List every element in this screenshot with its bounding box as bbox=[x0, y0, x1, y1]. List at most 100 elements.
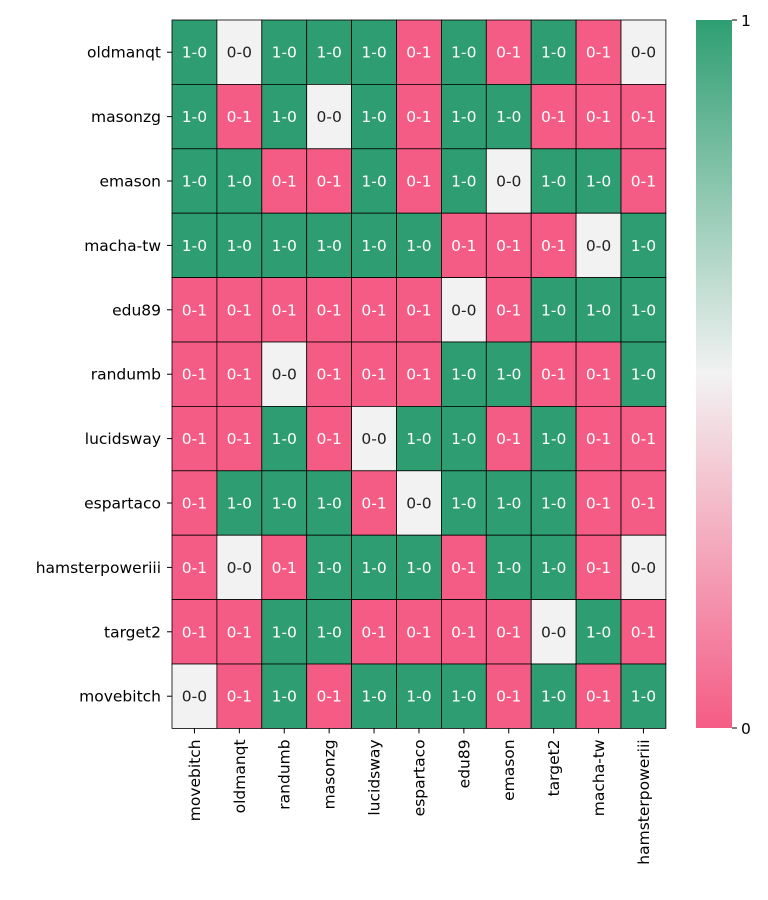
cell-annotation: 1-0 bbox=[541, 301, 566, 319]
heatmap-cell bbox=[261, 148, 308, 214]
cell-annotation: 0-0 bbox=[451, 301, 476, 319]
heatmap-cell bbox=[261, 534, 308, 601]
heatmap-cell bbox=[440, 534, 487, 601]
heatmap-cell bbox=[261, 277, 308, 343]
heatmap-cell bbox=[440, 148, 487, 214]
cell-annotation: 1-0 bbox=[361, 108, 386, 126]
row-label: edu89 bbox=[112, 301, 161, 319]
cell-annotation: 1-0 bbox=[182, 173, 207, 191]
cell-annotation: 1-0 bbox=[496, 559, 521, 577]
heatmap-cell bbox=[485, 470, 532, 536]
cell-annotation: 1-0 bbox=[541, 688, 566, 706]
heatmap-cell bbox=[620, 19, 667, 85]
cell-annotation: 1-0 bbox=[496, 495, 521, 513]
cell-annotation: 1-0 bbox=[451, 495, 476, 513]
heatmap-grid: 1-0 0-0 1-0 1-0 1-0 0-1 1-0 0-1 1-0 0-1 0-0 1-0 0-1 1… bbox=[171, 19, 667, 729]
cell-annotation: 1-0 bbox=[182, 44, 207, 62]
heatmap-cell bbox=[440, 470, 487, 536]
cell-annotation: 1-0 bbox=[361, 237, 386, 255]
column-label: masonzg bbox=[321, 739, 339, 809]
heatmap-cell bbox=[171, 341, 218, 407]
cell-annotation: 0-1 bbox=[227, 301, 252, 319]
cell-annotation: 1-0 bbox=[541, 173, 566, 191]
cell-annotation: 0-1 bbox=[182, 366, 207, 384]
heatmap-cell bbox=[530, 212, 577, 278]
heatmap-cell bbox=[440, 405, 487, 472]
cell-annotation: 0-0 bbox=[316, 108, 341, 126]
heatmap-cell bbox=[351, 663, 397, 729]
cell-annotation: 0-1 bbox=[316, 688, 341, 706]
cell-annotation: 1-0 bbox=[361, 559, 386, 577]
heatmap-cell bbox=[396, 534, 442, 601]
cell-annotation: 1-0 bbox=[496, 366, 521, 384]
cell-annotation: 0-0 bbox=[631, 44, 656, 62]
heatmap-cell bbox=[485, 663, 532, 729]
cell-annotation: 0-1 bbox=[586, 44, 611, 62]
cell-annotation: 1-0 bbox=[182, 108, 207, 126]
heatmap-cell bbox=[396, 277, 442, 343]
heatmap-cell bbox=[620, 277, 667, 343]
heatmap-cell bbox=[306, 534, 353, 601]
heatmap-cell bbox=[216, 405, 263, 472]
heatmap-cell bbox=[216, 19, 263, 85]
heatmap-cell bbox=[396, 470, 442, 536]
cell-annotation: 0-1 bbox=[316, 301, 341, 319]
heatmap-cell bbox=[171, 19, 218, 85]
heatmap-cell bbox=[620, 212, 667, 278]
cell-annotation: 0-1 bbox=[631, 495, 656, 513]
row-label: espartaco bbox=[84, 495, 161, 513]
heatmap-cell bbox=[485, 534, 532, 601]
colorbar-label-max: 1 bbox=[741, 12, 751, 30]
cell-annotation: 1-0 bbox=[451, 173, 476, 191]
cell-annotation: 1-0 bbox=[451, 688, 476, 706]
heatmap-cell bbox=[306, 277, 353, 343]
heatmap-cell bbox=[306, 405, 353, 472]
heatmap-cell bbox=[396, 341, 442, 407]
column-label: macha-tw bbox=[590, 739, 608, 816]
heatmap-cell bbox=[306, 470, 353, 536]
cell-annotation: 0-1 bbox=[406, 623, 431, 641]
heatmap-cell bbox=[620, 470, 667, 536]
cell-annotation: 0-1 bbox=[586, 688, 611, 706]
cell-annotation: 1-0 bbox=[451, 430, 476, 448]
cell-annotation: 0-1 bbox=[496, 44, 521, 62]
row-label: lucidsway bbox=[85, 430, 161, 448]
heatmap-cell bbox=[620, 341, 667, 407]
cell-annotation: 0-0 bbox=[586, 237, 611, 255]
heatmap-cell bbox=[440, 84, 487, 150]
heatmap-cell bbox=[306, 19, 353, 85]
cell-annotation: 0-1 bbox=[631, 430, 656, 448]
heatmap-cell bbox=[575, 405, 622, 472]
heatmap-cell bbox=[530, 534, 577, 601]
cell-annotation: 1-0 bbox=[227, 237, 252, 255]
heatmap-cell bbox=[440, 212, 487, 278]
cell-annotation: 0-0 bbox=[227, 44, 252, 62]
cell-annotation: 1-0 bbox=[272, 237, 297, 255]
heatmap-cell bbox=[171, 84, 218, 150]
heatmap-cell bbox=[171, 277, 218, 343]
colorbar: 1 0 bbox=[696, 12, 751, 738]
heatmap-cell bbox=[396, 405, 442, 472]
heatmap-cell bbox=[351, 470, 397, 536]
heatmap-cell bbox=[261, 84, 308, 150]
heatmap-cell bbox=[351, 148, 397, 214]
column-label: espartaco bbox=[410, 739, 428, 816]
cell-annotation: 1-0 bbox=[316, 44, 341, 62]
heatmap-cell bbox=[351, 84, 397, 150]
column-label: oldmanqt bbox=[231, 739, 249, 813]
cell-annotation: 0-1 bbox=[541, 366, 566, 384]
heatmap-cell bbox=[216, 470, 263, 536]
heatmap-cell bbox=[396, 19, 442, 85]
heatmap-cell bbox=[396, 148, 442, 214]
cell-annotation: 1-0 bbox=[316, 495, 341, 513]
cell-annotation: 0-1 bbox=[631, 108, 656, 126]
cell-annotation: 0-1 bbox=[496, 430, 521, 448]
heatmap-cell bbox=[575, 277, 622, 343]
heatmap-cell bbox=[396, 84, 442, 150]
cell-annotation: 1-0 bbox=[272, 688, 297, 706]
colorbar-gradient bbox=[696, 20, 732, 728]
cell-annotation: 0-1 bbox=[406, 44, 431, 62]
cell-annotation: 0-1 bbox=[406, 366, 431, 384]
heatmap-cell bbox=[530, 148, 577, 214]
cell-annotation: 0-1 bbox=[272, 559, 297, 577]
